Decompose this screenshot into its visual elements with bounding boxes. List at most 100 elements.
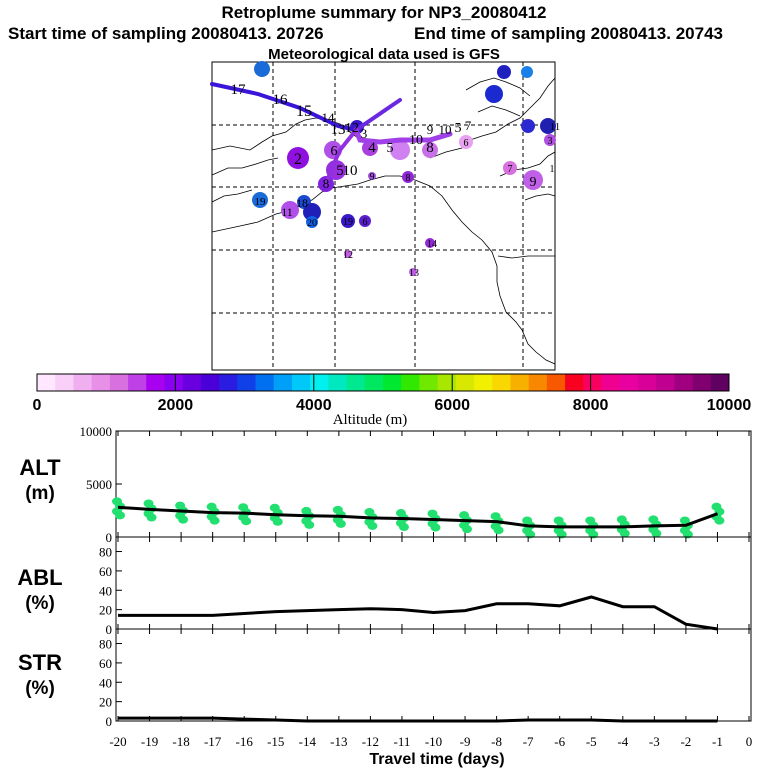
y-tick-label: 10000	[80, 424, 113, 439]
colorbar-cell	[164, 374, 184, 391]
map-day-label: 5	[455, 121, 462, 136]
plume-point	[281, 201, 299, 219]
plume-point	[287, 147, 309, 169]
plume-point	[409, 268, 417, 276]
trajectory-line-east	[353, 127, 453, 145]
trajectory-line-north	[354, 98, 402, 132]
map-day-label: 10	[409, 133, 423, 148]
alt-point	[398, 523, 409, 532]
alt-point	[682, 530, 693, 539]
plume-point	[390, 140, 410, 160]
map-day-label: 9	[530, 175, 537, 190]
abl-panel: ABL (%) 0 20 40 60 80	[17, 536, 752, 637]
x-axis: -20 -19 -18 -17 -16 -15 -14 -13 -12 -11 -10 -9 -8 -7-…	[109, 734, 752, 749]
plume-point	[523, 170, 543, 190]
alt-point	[115, 511, 125, 520]
colorbar-tick-label: 0	[33, 397, 42, 414]
alt-point	[430, 523, 441, 532]
map-day-label: 20	[307, 218, 317, 229]
str-frame	[115, 628, 752, 722]
plume-point	[503, 161, 517, 175]
alt-point	[335, 519, 346, 528]
plume-point	[521, 66, 533, 78]
alt-point	[178, 515, 189, 524]
map-day-label: 5	[387, 141, 394, 156]
met-data-label: Meteorological data used is GFS	[268, 46, 500, 63]
plume-point	[544, 134, 556, 146]
plume-point	[540, 118, 556, 134]
x-tick-label: -3	[649, 734, 660, 749]
colorbar-cell	[310, 374, 329, 391]
map-day-label: 11	[281, 205, 293, 219]
colorbar-cell	[510, 374, 530, 391]
alt-panel: ALT (m) 10000 5000 0	[19, 424, 752, 545]
str-label: STR	[18, 650, 62, 675]
map-day-label: 12	[345, 121, 359, 136]
map-day-label: 8	[406, 173, 411, 184]
colorbar-cell	[237, 374, 256, 391]
map-day-label: 7	[465, 118, 472, 133]
colorbar-cell	[583, 374, 602, 391]
colorbar-tick-label: 8000	[573, 397, 609, 414]
colorbar-cell	[619, 374, 639, 391]
y-tick-label: 60	[99, 656, 112, 671]
alt-point	[525, 530, 536, 539]
map-day-label: 16	[499, 68, 509, 79]
x-tick-label: -12	[362, 734, 379, 749]
colorbar-cell	[492, 374, 511, 391]
map-day-label: 8	[323, 176, 330, 191]
y-tick-label: 5000	[86, 477, 112, 492]
colorbar-cell	[710, 374, 730, 391]
x-tick-label: -9	[460, 734, 471, 749]
alt-point	[493, 526, 504, 535]
x-tick-label: -2	[680, 734, 691, 749]
map-day-label: 4	[368, 140, 376, 156]
map-day-label: 10	[489, 89, 501, 101]
map-day-label: 9	[370, 172, 375, 183]
map-day-label: 3	[548, 136, 553, 147]
map-day-label: 10	[343, 163, 358, 179]
alt-mean-line	[117, 505, 719, 529]
alt-point	[209, 516, 220, 525]
end-time-label: End time of sampling 20080413. 20743	[414, 24, 723, 43]
colorbar-cell	[419, 374, 439, 391]
x-tick-label: -20	[109, 734, 126, 749]
colorbar-cell	[273, 374, 293, 391]
map-frame	[211, 61, 556, 371]
colorbar-cell	[474, 374, 493, 391]
colorbar-cell	[546, 374, 566, 391]
x-tick-label: -19	[141, 734, 158, 749]
map-day-label: 12	[343, 250, 353, 261]
x-axis-title: Travel time (days)	[369, 751, 504, 768]
x-tick-label: -13	[330, 734, 347, 749]
trajectory-lines	[210, 82, 453, 186]
colorbar-cell	[674, 374, 693, 391]
plume-point	[359, 215, 371, 227]
abl-line	[118, 595, 718, 631]
abl-label: ABL	[17, 565, 62, 590]
x-tick-label: -6	[554, 734, 565, 749]
colorbar-cell	[364, 374, 384, 391]
map-day-label: 15	[296, 103, 312, 120]
map-grid	[212, 62, 555, 370]
colorbar-cell	[328, 374, 347, 391]
map-day-label: 19	[255, 196, 267, 208]
y-tick-label: 0	[106, 622, 113, 637]
x-tick-label: -10	[425, 734, 442, 749]
x-tick-label: -17	[204, 734, 222, 749]
plume-point	[362, 140, 378, 156]
alt-point	[272, 517, 283, 526]
colorbar-cell	[200, 374, 220, 391]
plume-point	[344, 250, 352, 258]
colorbar-tick-label: 6000	[434, 397, 470, 414]
map-day-label: 6	[464, 138, 469, 149]
x-tick-label: -11	[394, 734, 411, 749]
plume-point	[521, 119, 535, 133]
map-day-label: 14	[427, 239, 437, 250]
chart-title: Retroplume summary for NP3_20080412	[221, 3, 547, 22]
x-tick-label: -18	[172, 734, 189, 749]
map-day-label: 18	[296, 196, 308, 210]
y-tick-label: 80	[99, 637, 112, 652]
colorbar-cell	[692, 374, 712, 391]
